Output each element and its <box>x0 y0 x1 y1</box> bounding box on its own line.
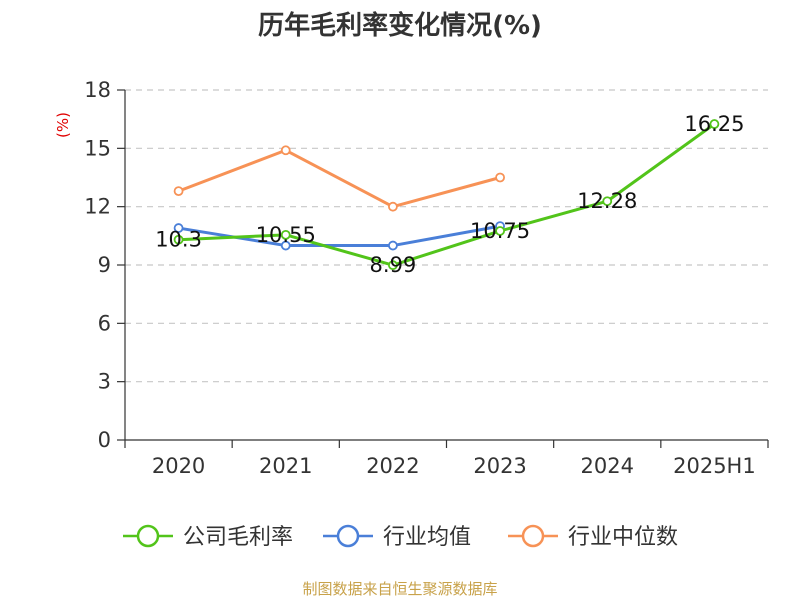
legend-label: 行业中位数 <box>568 525 678 550</box>
data-point <box>173 186 184 197</box>
data-labels: 10.3 10.55 8.99 10.75 12.28 16.25 <box>155 112 744 277</box>
x-tick-label: 2022 <box>366 454 419 478</box>
data-point <box>280 240 291 251</box>
x-tick-label: 2024 <box>581 454 634 478</box>
series-1 <box>173 119 720 271</box>
data-point <box>388 260 398 271</box>
data-point <box>173 234 184 245</box>
y-tick-label: 3 <box>98 370 111 394</box>
legend-marker <box>521 524 545 548</box>
series-3 <box>173 145 505 212</box>
data-label: 16.25 <box>684 112 744 136</box>
data-point <box>602 196 613 207</box>
y-tick-label: 15 <box>84 136 111 160</box>
legend-item: 行业中位数 <box>508 524 678 550</box>
x-tick-label: 2020 <box>152 454 205 478</box>
data-label: 10.75 <box>470 219 530 243</box>
data-point <box>280 229 291 240</box>
source-note: 制图数据来自恒生聚源数据库 <box>302 580 498 598</box>
y-tick-label: 12 <box>84 195 111 219</box>
x-tick-label: 2025H1 <box>673 454 756 478</box>
data-point <box>709 119 720 129</box>
data-point <box>495 172 505 183</box>
axes <box>117 89 769 448</box>
grid-lines <box>125 89 768 383</box>
x-tick-label: 2023 <box>473 454 526 478</box>
data-label: 10.55 <box>256 223 316 247</box>
chart-title: 历年毛利率变化情况(%) <box>258 11 542 41</box>
y-tick-label: 9 <box>98 253 111 277</box>
legend-marker <box>136 524 160 548</box>
legend-label: 公司毛利率 <box>183 525 293 550</box>
data-label: 8.99 <box>370 253 417 277</box>
legend-label: 行业均值 <box>383 525 471 550</box>
legend-item: 公司毛利率 <box>123 524 293 550</box>
data-label: 10.3 <box>155 228 202 252</box>
data-point <box>388 201 398 212</box>
series-line <box>178 122 716 267</box>
y-tick-label: 18 <box>84 78 111 102</box>
x-tick-labels: 2020 2021 2022 2023 2024 2025H1 <box>152 454 756 478</box>
legend-item: 行业均值 <box>323 524 471 550</box>
data-point <box>495 226 505 236</box>
y-tick-labels: 0 3 6 9 12 15 18 <box>84 78 111 452</box>
legend-marker <box>336 524 360 548</box>
y-axis-label: (%) <box>54 112 72 138</box>
data-point <box>280 145 291 156</box>
series-line <box>178 224 501 248</box>
series-lines <box>173 119 720 271</box>
legend: 公司毛利率 行业均值 行业中位数 <box>123 524 678 550</box>
y-tick-label: 6 <box>98 311 111 335</box>
series-line <box>178 148 501 209</box>
y-tick-label: 0 <box>98 428 111 452</box>
data-point <box>173 223 184 233</box>
data-label: 12.28 <box>577 189 637 213</box>
data-point <box>388 240 398 251</box>
x-tick-label: 2021 <box>259 454 312 478</box>
